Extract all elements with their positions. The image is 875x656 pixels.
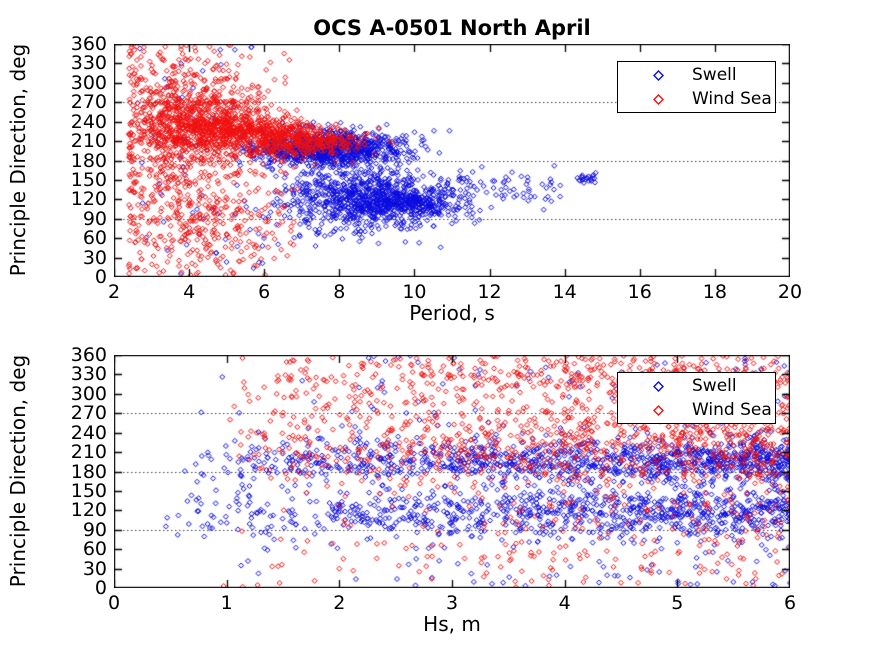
legend-box-period-plot: Swell Wind Sea — [617, 61, 776, 113]
y-tick-label: 330 — [70, 363, 107, 386]
wind-sea-diamond-marker-icon — [653, 93, 664, 105]
y-tick-label: 360 — [70, 33, 107, 55]
y-axis-label-hs-plot: Principle Direction, deg — [6, 354, 30, 588]
y-tick-label: 330 — [70, 52, 107, 75]
subplot-period: OCS A-0501 North April Principle Directi… — [6, 16, 802, 325]
y-axis-label-period-plot: Principle Direction, deg — [6, 43, 30, 277]
x-tick-label: 16 — [627, 281, 652, 303]
y-tick-label: 90 — [82, 518, 107, 541]
x-tick-label: 12 — [477, 281, 502, 303]
swell-diamond-marker-icon — [653, 380, 664, 392]
figure-title: OCS A-0501 North April — [313, 16, 591, 40]
y-tick-label: 60 — [82, 538, 107, 561]
y-tick-label: 120 — [70, 188, 107, 211]
legend-label-wind-sea: Wind Sea — [692, 400, 772, 420]
y-tick-label: 270 — [70, 91, 107, 114]
x-tick-label: 3 — [445, 592, 459, 614]
wind-sea-diamond-marker-icon — [653, 404, 664, 416]
x-tick-label: 4 — [558, 592, 571, 614]
y-tick-label: 150 — [70, 479, 107, 502]
legend-item-wind-sea: Wind Sea — [618, 399, 775, 421]
y-tick-label: 300 — [70, 71, 107, 94]
y-tick-label: 300 — [70, 382, 107, 405]
x-tick-label: 10 — [402, 281, 427, 303]
subplot-hs: Principle Direction, deg Hs, m Swell Win… — [6, 344, 796, 636]
x-axis-label-period: Period, s — [409, 301, 495, 325]
x-tick-label: 8 — [333, 281, 346, 303]
x-tick-label: 14 — [552, 281, 577, 303]
y-tick-label: 120 — [70, 499, 107, 522]
x-tick-label: 2 — [333, 592, 346, 614]
legend-item-wind-sea: Wind Sea — [618, 88, 775, 110]
y-tick-label: 60 — [82, 227, 107, 250]
x-tick-label: 20 — [777, 281, 803, 303]
x-tick-label: 5 — [671, 592, 684, 614]
y-tick-label: 210 — [70, 130, 107, 153]
x-tick-label: 6 — [258, 281, 271, 303]
x-axis-label-hs: Hs, m — [423, 612, 481, 636]
legend-item-swell: Swell — [618, 375, 775, 397]
y-tick-label: 180 — [70, 149, 107, 172]
y-tick-label: 0 — [94, 266, 107, 288]
y-tick-label: 180 — [70, 460, 107, 483]
legend-item-swell: Swell — [618, 64, 775, 86]
y-tick-label: 30 — [82, 557, 107, 580]
y-tick-label: 270 — [70, 402, 107, 425]
swell-diamond-marker-icon — [653, 69, 664, 81]
y-tick-label: 240 — [70, 421, 107, 444]
x-tick-label: 2 — [107, 281, 121, 303]
legend-label-wind-sea: Wind Sea — [692, 89, 772, 109]
y-tick-label: 240 — [70, 110, 107, 133]
y-tick-label: 0 — [94, 577, 107, 599]
y-tick-label: 150 — [70, 168, 107, 191]
x-tick-label: 6 — [783, 592, 797, 614]
y-tick-label: 90 — [82, 207, 107, 230]
x-tick-label: 4 — [183, 281, 196, 303]
legend-label-swell: Swell — [692, 65, 737, 85]
x-tick-label: 0 — [107, 592, 121, 614]
y-tick-label: 210 — [70, 441, 107, 464]
x-tick-label: 1 — [220, 592, 233, 614]
x-tick-label: 18 — [702, 281, 727, 303]
legend-label-swell: Swell — [692, 376, 737, 396]
y-tick-label: 360 — [70, 344, 107, 366]
legend-box-hs-plot: Swell Wind Sea — [617, 372, 776, 424]
y-tick-label: 30 — [82, 246, 107, 269]
